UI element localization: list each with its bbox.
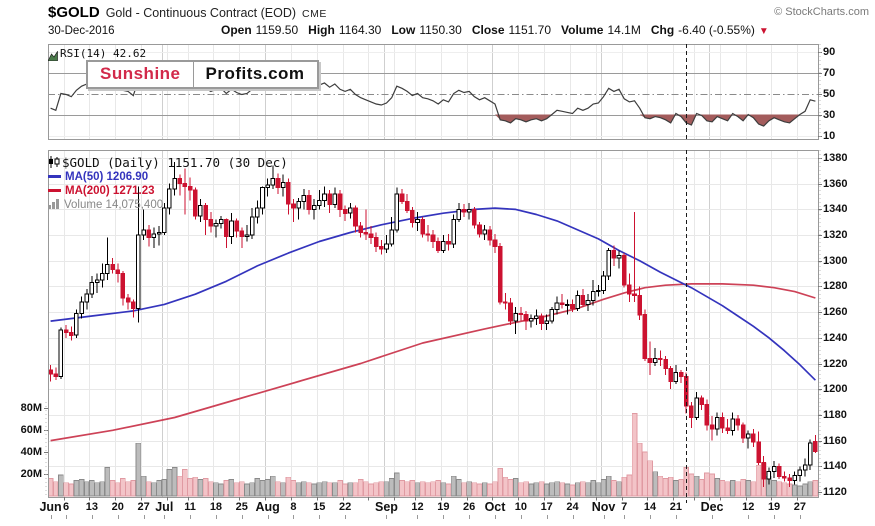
quote-row: 30-Dec-2016 Open 1159.50 High 1164.30 Low 1150… [48,23,868,37]
volume-bars-icon [48,199,60,212]
date-tick-label: 12 [742,501,755,513]
volume-legend-text: Volume 14,075,400 [64,199,164,211]
price-tick-label: 1120 [823,486,847,498]
date-tick-label: 26 [463,501,476,513]
main-legend-title: $GOLD (Daily) 1151.70 (30 Dec) [62,155,288,170]
date-tick-label: Oct [484,500,506,514]
price-tick-label: 1260 [823,306,848,319]
date-tick-label: Jun [39,500,62,514]
date-tick-label: Jul [155,500,174,514]
date-tick-label: 19 [437,501,450,513]
price-tick-label: 1180 [823,408,847,421]
date-tick-label: 19 [767,501,781,513]
price-tick-label: 1280 [823,280,848,293]
price-tick-label: 1300 [823,254,848,267]
ma200-swatch [48,189,61,193]
title-row: $GOLD Gold - Continuous Contract (EOD) CME [48,4,868,22]
date-tick-label: 6 [63,501,70,513]
ma50-swatch [48,175,61,179]
ma200-legend-text: MA(200) 1271.23 [65,185,155,197]
date-tick-label: 24 [566,501,579,513]
volume-value: 14.1M [607,23,641,37]
change-value: -6.40 (-0.55%) [678,23,755,37]
date-tick-label: Sep [375,500,398,514]
rsi-tick-label: 90 [823,45,836,58]
date-tick-label: 13 [85,501,99,513]
date-tick-label: 8 [290,501,297,513]
date-tick-label: 20 [111,501,124,513]
price-tick-label: 1340 [823,203,848,216]
price-tick-label: 1160 [823,434,847,447]
change-label: Chg [650,23,675,37]
high-value: 1164.30 [338,23,382,37]
date-tick-label: 25 [235,501,248,513]
quote-date: 30-Dec-2016 [48,25,115,37]
date-tick-label: 15 [313,501,326,513]
volume-tick-label: 60M [20,424,42,436]
ticker-symbol: $GOLD [48,4,100,21]
date-tick-label: 27 [793,501,807,513]
rsi-legend: RSI(14) 42.62 [60,47,147,60]
volume-tick-label: 40M [20,446,42,458]
rsi-indicator-icon [47,48,58,66]
rsi-tick-label: 50 [823,87,836,100]
close-value: 1151.70 [508,23,552,37]
price-tick-label: 1360 [823,177,848,190]
rsi-tick-label: 70 [823,66,836,79]
date-tick-label: 10 [514,501,527,513]
close-label: Close [471,23,505,37]
volume-label: Volume [561,23,604,37]
volume-tick-label: 20M [20,468,42,480]
candlestick-icon [48,155,60,173]
open-label: Open [221,23,252,37]
ma50-legend-text: MA(50) 1206.90 [65,171,149,183]
stockcharts-copyright: © StockCharts.com [774,6,869,18]
date-tick-label: Aug [255,500,280,514]
date-tick-label: 17 [540,501,553,513]
sunshine-profits-watermark[interactable]: Sunshine Profits.com [86,60,319,89]
ma200-legend: MA(200) 1271.23 [48,185,155,197]
volume-tick-label: 80M [20,402,42,414]
price-tick-label: 1320 [823,229,848,242]
price-tick-label: 1200 [823,383,848,396]
date-tick-label: 21 [669,501,682,513]
change-down-triangle-icon[interactable]: ▼ [758,26,769,37]
date-tick-label: 27 [137,501,150,513]
price-tick-label: 1240 [823,331,848,344]
watermark-profits: Profits.com [192,60,319,89]
date-tick-label: 18 [209,501,223,513]
open-value: 1159.50 [255,23,299,37]
price-tick-label: 1220 [823,357,848,370]
security-name: Gold - Continuous Contract (EOD) [105,6,297,20]
watermark-sunshine: Sunshine [86,60,194,89]
date-tick-label: 7 [621,501,628,513]
date-tick-label: 11 [184,501,196,513]
rsi-tick-label: 10 [823,129,836,142]
high-label: High [308,23,335,37]
low-value: 1150.30 [419,23,462,37]
date-tick-label: Nov [591,500,616,514]
date-tick-label: Dec [700,500,724,514]
rsi-tick-label: 30 [823,108,836,121]
date-tick-label: 22 [339,501,352,513]
low-label: Low [391,23,416,37]
volume-legend: Volume 14,075,400 [48,199,163,212]
ma50-legend: MA(50) 1206.90 [48,171,148,183]
price-tick-label: 1380 [823,152,848,164]
exchange-label: CME [302,8,327,20]
price-tick-label: 1140 [823,460,847,473]
date-tick-label: 12 [411,501,424,513]
date-tick-label: 14 [643,501,657,513]
